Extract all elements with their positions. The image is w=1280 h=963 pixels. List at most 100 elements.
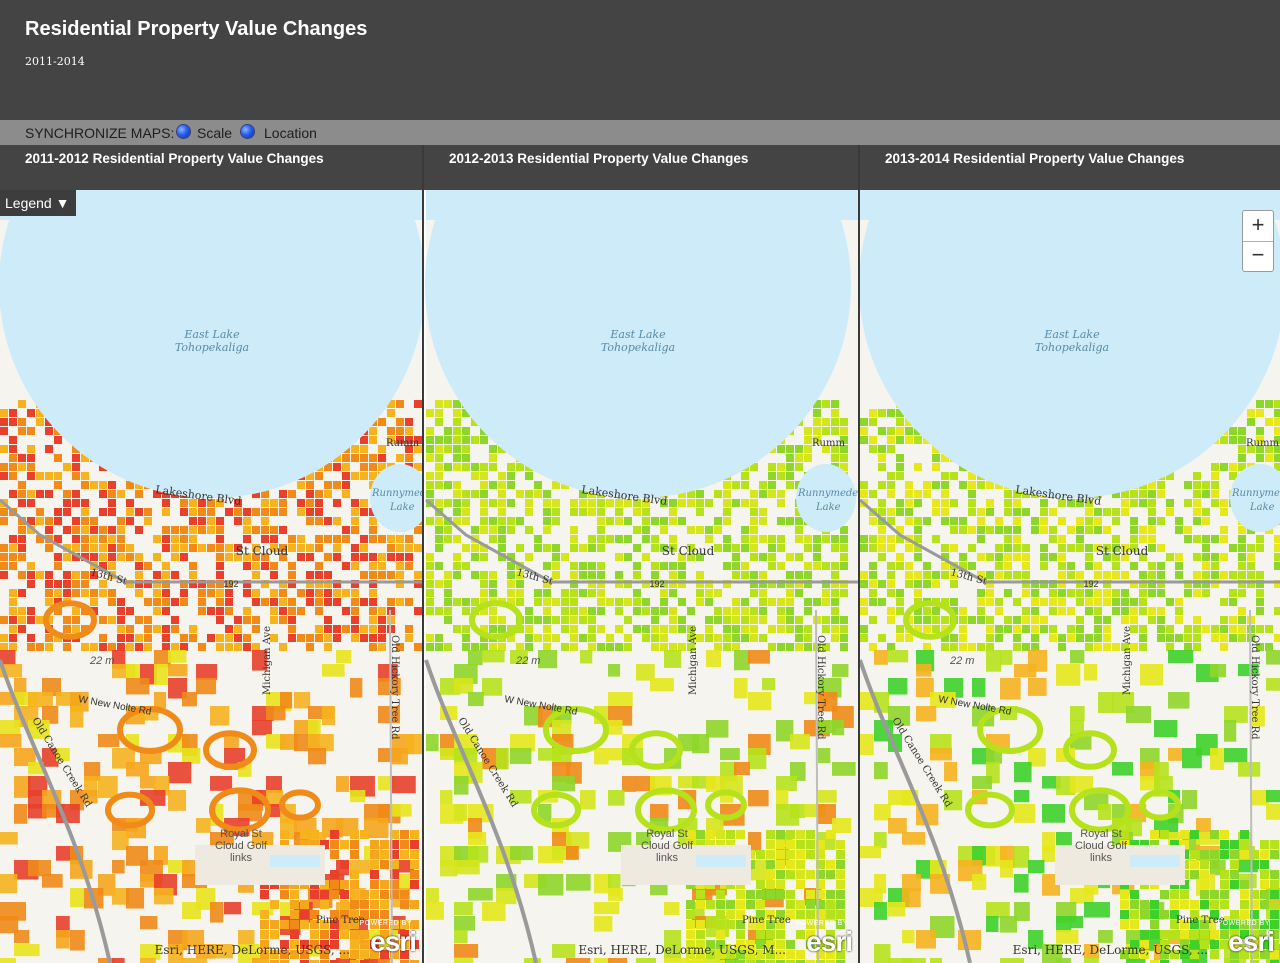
parcel bbox=[796, 850, 805, 859]
parcel bbox=[1126, 706, 1151, 724]
parcel bbox=[669, 625, 677, 633]
parcel bbox=[1040, 616, 1048, 624]
parcel bbox=[1022, 643, 1030, 651]
parcel bbox=[768, 490, 776, 498]
parcel bbox=[796, 910, 805, 919]
map-canvas[interactable]: East LakeTohopekaligaRunnymedeLakeLakesh… bbox=[424, 190, 858, 963]
parcel bbox=[252, 650, 268, 671]
parcel bbox=[320, 900, 329, 909]
parcel bbox=[369, 463, 377, 471]
parcel bbox=[597, 571, 605, 579]
sync-location-radio[interactable] bbox=[241, 125, 254, 138]
parcel bbox=[1139, 634, 1147, 642]
parcel bbox=[651, 643, 659, 651]
parcel bbox=[1084, 944, 1099, 959]
parcel bbox=[108, 499, 116, 507]
parcel bbox=[380, 900, 389, 909]
parcel bbox=[786, 643, 794, 651]
parcel bbox=[72, 526, 80, 534]
parcel bbox=[333, 589, 341, 597]
parcel bbox=[986, 526, 994, 534]
zoom-in-button[interactable]: + bbox=[1243, 211, 1273, 242]
parcel bbox=[90, 589, 98, 597]
parcel bbox=[538, 874, 564, 896]
parcel bbox=[435, 535, 443, 543]
parcel bbox=[140, 958, 156, 963]
parcel bbox=[126, 544, 134, 552]
parcel bbox=[489, 571, 497, 579]
parcel bbox=[117, 634, 125, 642]
runnymede-lake bbox=[370, 464, 422, 532]
parcel bbox=[351, 598, 359, 606]
esri-logo[interactable]: POWERED BY esri bbox=[352, 920, 418, 958]
parcel bbox=[324, 490, 332, 498]
parcel bbox=[171, 544, 179, 552]
parcel bbox=[786, 910, 795, 919]
parcel bbox=[836, 910, 845, 919]
parcel bbox=[378, 445, 386, 453]
parcel bbox=[290, 910, 299, 919]
parcel bbox=[1229, 571, 1237, 579]
parcel bbox=[261, 517, 269, 525]
esri-logo[interactable]: POWERED BY esri bbox=[1210, 920, 1276, 958]
parcel bbox=[1180, 930, 1189, 939]
parcel bbox=[534, 544, 542, 552]
parcel bbox=[1040, 580, 1048, 588]
parcel bbox=[81, 625, 89, 633]
map-label-runnymede_2: Lake bbox=[1249, 502, 1275, 513]
parcel bbox=[1157, 580, 1165, 588]
parcel bbox=[887, 436, 895, 444]
parcel bbox=[1148, 490, 1156, 498]
parcel bbox=[896, 409, 904, 417]
parcel bbox=[786, 900, 795, 909]
parcel bbox=[216, 643, 224, 651]
parcel bbox=[1058, 634, 1066, 642]
parcel bbox=[210, 832, 234, 846]
parcel bbox=[444, 463, 452, 471]
parcel bbox=[1103, 616, 1111, 624]
parcel bbox=[454, 804, 468, 821]
parcel bbox=[1028, 678, 1047, 696]
parcel bbox=[1175, 553, 1183, 561]
parcel bbox=[1220, 598, 1228, 606]
parcel bbox=[1230, 910, 1239, 919]
parcel bbox=[669, 499, 677, 507]
parcel bbox=[84, 762, 101, 781]
parcel bbox=[941, 481, 949, 489]
parcel bbox=[280, 840, 289, 849]
map-view[interactable]: East LakeTohopekaligaRunnymedeLakeLakesh… bbox=[860, 190, 1280, 963]
parcel bbox=[1013, 526, 1021, 534]
parcel bbox=[426, 409, 434, 417]
parcel bbox=[1220, 634, 1228, 642]
zoom-out-button[interactable]: − bbox=[1251, 242, 1265, 267]
parcel bbox=[1265, 418, 1273, 426]
parcel bbox=[153, 553, 161, 561]
sync-location-label[interactable]: Location bbox=[264, 125, 317, 141]
parcel bbox=[453, 508, 461, 516]
parcel bbox=[750, 580, 758, 588]
parcel bbox=[1210, 830, 1219, 839]
parcel bbox=[144, 616, 152, 624]
sync-scale-radio[interactable] bbox=[177, 125, 190, 138]
legend-button[interactable]: Legend ▼ bbox=[0, 190, 76, 216]
parcel bbox=[977, 598, 985, 606]
parcel bbox=[279, 598, 287, 606]
parcel bbox=[135, 580, 143, 588]
map-canvas[interactable]: East LakeTohopekaligaRunnymedeLakeLakesh… bbox=[0, 190, 422, 963]
map-canvas[interactable]: East LakeTohopekaligaRunnymedeLakeLakesh… bbox=[860, 190, 1280, 963]
parcel bbox=[322, 664, 345, 677]
parcel bbox=[435, 409, 443, 417]
parcel bbox=[716, 840, 725, 849]
parcel bbox=[290, 930, 299, 939]
esri-logo[interactable]: POWERED BY esri bbox=[788, 920, 854, 958]
parcel bbox=[396, 571, 404, 579]
sync-scale-label[interactable]: Scale bbox=[197, 125, 233, 141]
parcel bbox=[369, 571, 377, 579]
map-view[interactable]: East LakeTohopekaligaRunnymedeLakeLakesh… bbox=[0, 190, 422, 963]
parcel bbox=[869, 616, 877, 624]
parcel bbox=[360, 940, 369, 949]
parcel bbox=[1274, 553, 1280, 561]
parcel bbox=[162, 508, 170, 516]
parcel bbox=[615, 571, 623, 579]
